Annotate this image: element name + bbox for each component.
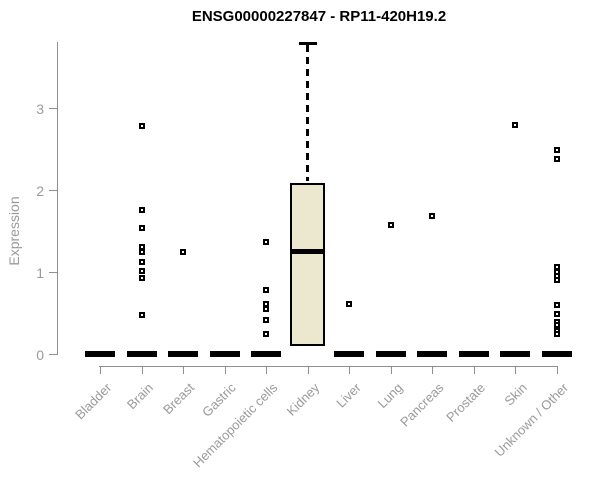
collapsed-boxplot-median: [168, 351, 198, 357]
x-tick-label: Unknown / Other: [491, 380, 572, 460]
y-tick-mark: [49, 108, 57, 110]
outlier-point: [387, 222, 394, 229]
outlier-point: [138, 224, 145, 231]
y-tick-label: 1: [36, 264, 44, 281]
x-tick-label: Brain: [124, 380, 157, 413]
x-tick-mark: [224, 366, 226, 374]
collapsed-boxplot-median: [85, 351, 115, 357]
x-tick-label: Prostate: [443, 380, 489, 425]
y-axis-title: Expression: [6, 196, 22, 266]
x-tick-mark: [266, 366, 268, 374]
outlier-point: [512, 122, 518, 129]
y-tick-label: 0: [36, 346, 44, 363]
x-tick-label: Kidney: [283, 380, 323, 419]
collapsed-boxplot-median: [126, 351, 157, 357]
x-tick-label: Lung: [374, 380, 406, 412]
collapsed-boxplot-median: [417, 351, 447, 357]
x-tick-mark: [556, 366, 558, 374]
x-axis-line: [99, 366, 558, 368]
outlier-point: [263, 316, 269, 323]
outlier-point: [263, 331, 269, 338]
collapsed-boxplot-median: [209, 351, 240, 357]
x-tick-mark: [349, 366, 351, 374]
y-tick-label: 3: [36, 100, 44, 117]
outlier-point: [553, 331, 560, 338]
y-tick-mark: [49, 354, 57, 356]
collapsed-boxplot-median: [251, 351, 281, 357]
upper-whisker-cap: [298, 42, 317, 45]
outlier-point: [180, 248, 186, 255]
chart-title: ENSG00000227847 - RP11-420H19.2: [191, 8, 447, 25]
x-tick-label: Breast: [160, 380, 198, 418]
outlier-point: [138, 312, 145, 319]
collapsed-boxplot-median: [500, 351, 530, 357]
x-tick-mark: [141, 366, 143, 374]
outlier-point: [553, 310, 560, 317]
x-tick-mark: [100, 366, 102, 374]
y-tick-mark: [49, 190, 57, 192]
x-tick-label: Liver: [333, 380, 364, 411]
outlier-point: [263, 238, 269, 245]
x-tick-mark: [473, 366, 475, 374]
y-tick-mark: [49, 272, 57, 274]
x-tick-label: Gastric: [199, 380, 240, 420]
y-axis-line: [57, 42, 59, 355]
outlier-point: [553, 301, 560, 308]
upper-whisker: [306, 45, 309, 181]
x-tick-mark: [432, 366, 434, 374]
x-tick-label: Bladder: [72, 380, 115, 423]
outlier-point: [138, 249, 145, 256]
outlier-point: [263, 305, 269, 312]
outlier-point: [263, 287, 269, 294]
outlier-point: [429, 213, 435, 220]
collapsed-boxplot-median: [541, 351, 572, 357]
y-tick-label: 2: [36, 182, 44, 199]
boxplot-median: [290, 248, 325, 255]
outlier-point: [553, 277, 560, 284]
x-tick-label: Pancreas: [397, 380, 447, 430]
x-tick-mark: [390, 366, 392, 374]
x-tick-mark: [307, 366, 309, 374]
outlier-point: [553, 146, 560, 153]
collapsed-boxplot-median: [458, 351, 489, 357]
collapsed-boxplot-median: [334, 351, 364, 357]
boxplot-box: [290, 182, 325, 346]
outlier-point: [138, 274, 145, 281]
x-tick-mark: [515, 366, 517, 374]
outlier-point: [138, 259, 145, 266]
outlier-point: [138, 206, 145, 213]
collapsed-boxplot-median: [375, 351, 406, 357]
x-tick-label: Skin: [501, 380, 530, 409]
outlier-point: [138, 123, 145, 130]
outlier-point: [553, 155, 560, 162]
x-tick-mark: [183, 366, 185, 374]
outlier-point: [553, 322, 560, 329]
outlier-point: [346, 300, 352, 307]
outlier-point: [138, 268, 145, 275]
